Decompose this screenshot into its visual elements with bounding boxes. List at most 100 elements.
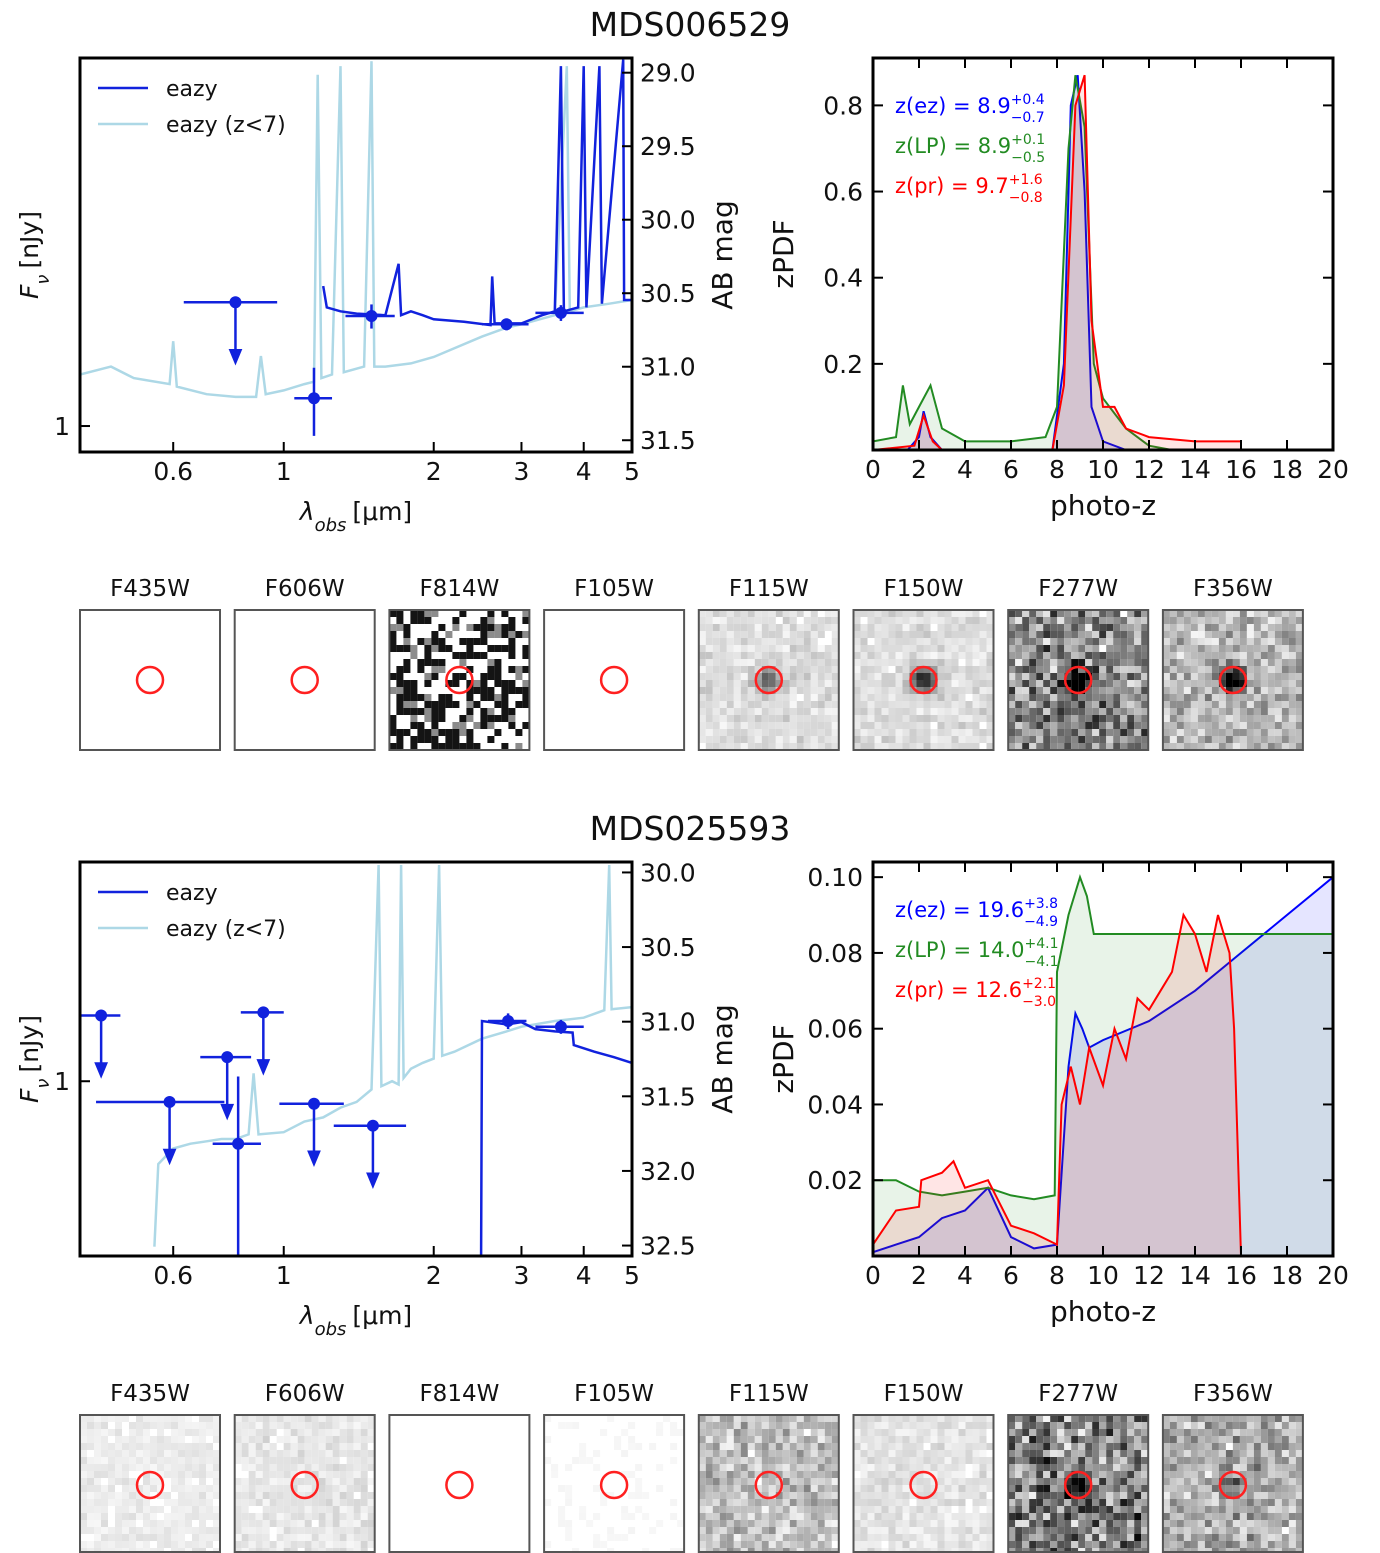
cutout-pixel	[1036, 1492, 1044, 1499]
cutout-pixel	[1274, 1478, 1282, 1485]
cutout-pixel	[944, 743, 952, 750]
cutout-pixel	[1218, 1457, 1226, 1464]
cutout-pixel	[129, 1499, 136, 1506]
cutout-pixel	[1036, 743, 1044, 750]
cutout-pixel	[389, 645, 397, 652]
cutout-pixel	[1092, 1485, 1100, 1492]
cutout-pixel	[1022, 1492, 1030, 1499]
cutout-pixel	[972, 729, 980, 736]
cutout-pixel	[115, 1527, 122, 1534]
cutout-pixel	[1036, 638, 1044, 645]
cutout-pixel	[860, 701, 868, 708]
cutout-pixel	[853, 1450, 861, 1457]
cutout-pixel	[108, 1464, 115, 1471]
cutout-pixel	[213, 1450, 220, 1457]
cutout-pixel	[593, 1464, 601, 1471]
cutout-pixel	[1078, 736, 1086, 743]
cutout-pixel	[944, 729, 952, 736]
cutout-pixel	[87, 1499, 94, 1506]
cutout-pixel	[424, 708, 432, 715]
cutout-pixel	[1197, 736, 1205, 743]
cutout-pixel	[248, 1520, 256, 1527]
cutout-pixel	[1078, 652, 1086, 659]
cutout-pixel	[94, 1513, 101, 1520]
cutout-pixel	[1057, 1492, 1065, 1499]
cutout-pixel	[930, 736, 938, 743]
cutout-pixel	[951, 1478, 959, 1485]
cutout-pixel	[754, 1527, 762, 1534]
cutout-pixel	[1190, 659, 1198, 666]
cutout-pixel	[831, 694, 839, 701]
cutout-pixel	[80, 1485, 87, 1492]
cutout-pixel	[431, 638, 439, 645]
cutout-pixel	[1281, 617, 1289, 624]
cutout-pixel	[1281, 1534, 1289, 1541]
cutout-pixel	[1295, 673, 1303, 680]
y-axis-label: zPDF	[767, 1024, 800, 1093]
cutout-pixel	[87, 1471, 94, 1478]
cutout-pixel	[1008, 617, 1016, 624]
cutout-pixel	[860, 659, 868, 666]
cutout-pixel	[1099, 652, 1107, 659]
cutout-pixel	[930, 1464, 938, 1471]
cutout-pixel	[1015, 715, 1023, 722]
cutout-pixel	[1127, 1478, 1135, 1485]
cutout-pixel	[1246, 1513, 1254, 1520]
cutout-frame	[852, 609, 995, 751]
cutout-pixel	[831, 1499, 839, 1506]
cutout-pixel	[1267, 1429, 1275, 1436]
cutout-pixel	[1064, 1450, 1072, 1457]
cutout-pixel	[761, 715, 769, 722]
cutout-pixel	[248, 1450, 256, 1457]
cutout-pixel	[1295, 1548, 1303, 1553]
cutout-pixel	[213, 1422, 220, 1429]
cutout-pixel	[1162, 708, 1170, 715]
x-tick-label: 12	[1133, 1261, 1165, 1290]
cutout-pixel	[80, 1513, 87, 1520]
cutout-pixel	[115, 1548, 122, 1553]
cutout-pixel	[1008, 729, 1016, 736]
cutout-pixel	[712, 736, 720, 743]
cutout-pixel	[1043, 722, 1051, 729]
cutout-pixel	[339, 1527, 347, 1534]
cutout-pixel	[1106, 736, 1114, 743]
cutout-pixel	[1239, 666, 1247, 673]
cutout-pixel	[1022, 1422, 1030, 1429]
cutout-pixel	[115, 1492, 122, 1499]
cutout-pixel	[1092, 722, 1100, 729]
cutout-pixel	[192, 1436, 199, 1443]
cutout-pixel	[853, 659, 861, 666]
cutout-pixel	[916, 1450, 924, 1457]
cutout-pixel	[1239, 673, 1247, 680]
cutout-pixel	[860, 638, 868, 645]
cutout-pixel	[1225, 1506, 1233, 1513]
cutout-pixel	[1225, 1520, 1233, 1527]
axis-label: λobs [μm]	[298, 497, 412, 536]
cutout-pixel	[1085, 687, 1093, 694]
cutout-pixel	[1134, 1534, 1142, 1541]
cutout-pixel	[1064, 1499, 1072, 1506]
cutout-pixel	[1036, 1415, 1044, 1422]
cutout-pixel	[656, 1422, 664, 1429]
cutout-pixel	[1078, 1478, 1086, 1485]
cutout-pixel	[726, 1443, 734, 1450]
cutout-frame	[1161, 1414, 1304, 1553]
cutout-pixel	[1288, 1527, 1296, 1534]
cutout-pixel	[480, 638, 488, 645]
cutout-pixel	[501, 610, 509, 617]
cutout-pixel	[108, 1548, 115, 1553]
cutout-pixel	[853, 1464, 861, 1471]
cutout-pixel	[1162, 694, 1170, 701]
cutout-pixel	[958, 1415, 966, 1422]
cutout-pixel	[761, 1499, 769, 1506]
cutout-pixel	[101, 1499, 108, 1506]
cutout-pixel	[360, 1422, 368, 1429]
cutout-pixel	[860, 624, 868, 631]
cutout-pixel	[656, 1429, 664, 1436]
cutout-pixel	[909, 638, 917, 645]
cutout-pixel	[951, 1422, 959, 1429]
cutout-pixel	[367, 1534, 375, 1541]
cutout-pixel	[719, 1506, 727, 1513]
cutout-pixel	[958, 736, 966, 743]
cutout-pixel	[1190, 673, 1198, 680]
